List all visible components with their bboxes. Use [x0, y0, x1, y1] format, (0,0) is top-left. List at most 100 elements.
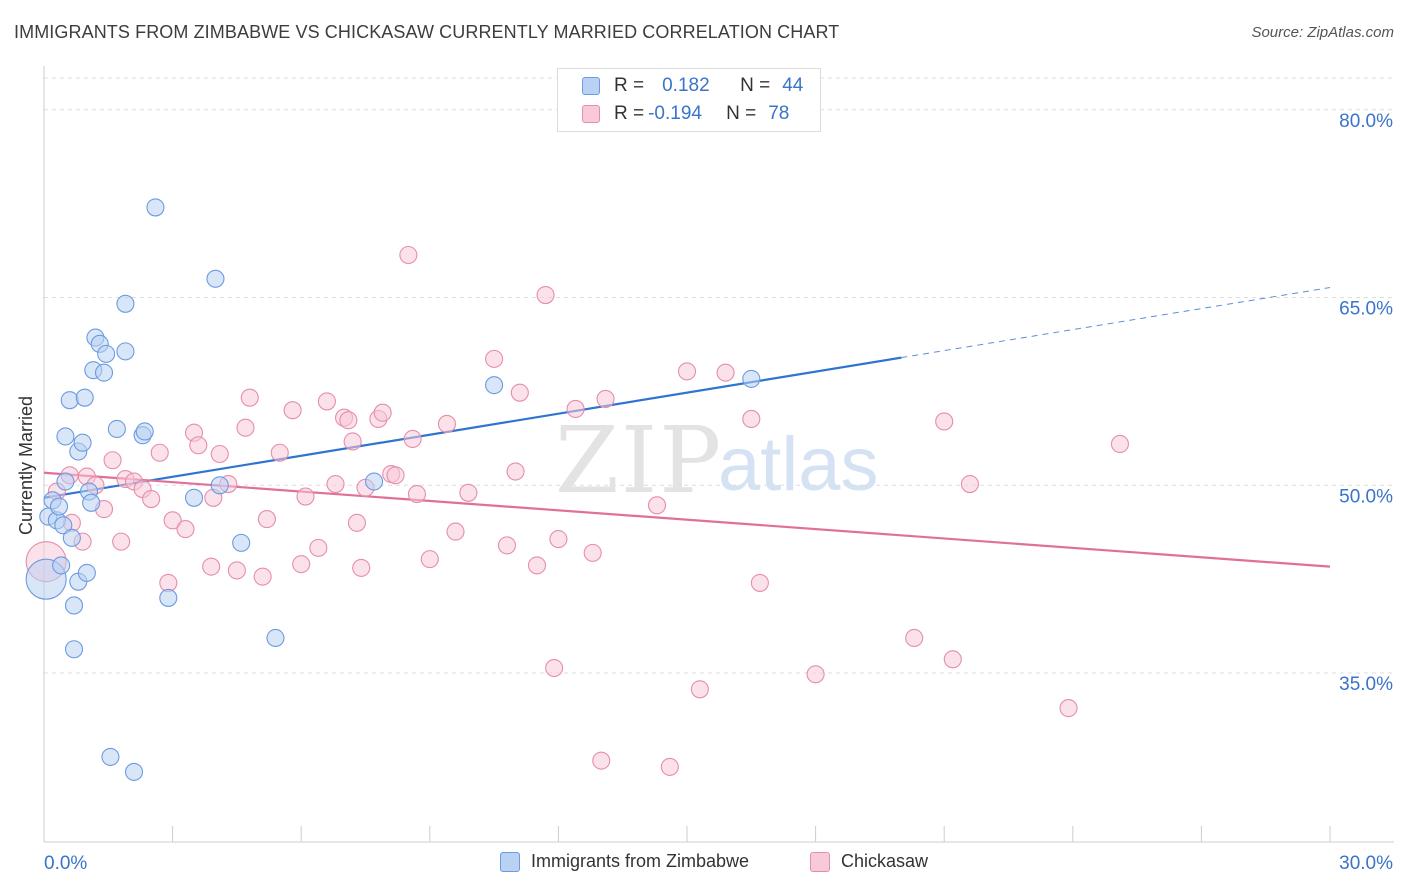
point-chickasaw [527, 556, 547, 575]
n-value: 44 [782, 75, 804, 96]
point-zimbabwe [210, 476, 229, 495]
point-zimbabwe [146, 198, 165, 217]
y-tick-label: 80.0% [1339, 111, 1393, 132]
point-chickasaw [296, 487, 315, 506]
swatch-zimbabwe [582, 77, 600, 95]
point-chickasaw [240, 388, 259, 407]
point-zimbabwe [62, 528, 81, 547]
point-zimbabwe [116, 342, 135, 361]
point-chickasaw [566, 399, 585, 418]
r-label: R = [614, 75, 645, 96]
point-chickasaw [690, 680, 709, 699]
point-chickasaw [343, 432, 362, 451]
point-chickasaw [1059, 699, 1078, 718]
legend-row-zimbabwe: R = 0.182 N = 44 [582, 74, 803, 98]
point-zimbabwe [56, 427, 75, 446]
point-chickasaw [647, 496, 667, 515]
point-chickasaw [227, 561, 246, 580]
r-label: R = [614, 103, 645, 124]
n-value: 78 [768, 103, 790, 124]
point-chickasaw [583, 543, 602, 562]
point-zimbabwe [52, 556, 71, 575]
point-chickasaw [485, 349, 504, 368]
r-value: 0.182 [662, 75, 710, 96]
swatch-chickasaw [582, 105, 600, 123]
point-zimbabwe [82, 493, 101, 512]
point-zimbabwe [485, 376, 504, 395]
point-zimbabwe [232, 533, 251, 552]
point-chickasaw [283, 401, 302, 420]
point-chickasaw [309, 538, 328, 557]
point-chickasaw [317, 392, 336, 411]
point-chickasaw [257, 510, 276, 529]
point-chickasaw [373, 403, 392, 422]
y-axis-label: Currently Married [16, 395, 36, 535]
point-chickasaw [352, 558, 371, 577]
point-zimbabwe [94, 363, 114, 382]
point-zimbabwe [49, 497, 69, 516]
point-chickasaw [386, 466, 405, 485]
point-chickasaw [270, 443, 289, 462]
point-zimbabwe [54, 516, 73, 535]
point-chickasaw [437, 414, 456, 434]
point-chickasaw [189, 436, 208, 455]
y-tick-label: 50.0% [1339, 486, 1393, 507]
point-chickasaw [347, 513, 366, 532]
point-chickasaw [506, 462, 525, 481]
swatch-zimbabwe [500, 851, 520, 872]
watermark: ZIP atlas [555, 407, 879, 514]
chart-title: IMMIGRANTS FROM ZIMBABWE VS CHICKASAW CU… [14, 22, 840, 42]
point-chickasaw [596, 389, 615, 408]
point-chickasaw [592, 751, 611, 770]
point-zimbabwe [97, 344, 116, 363]
point-zimbabwe [266, 628, 285, 648]
n-label: N = [740, 75, 771, 96]
point-chickasaw [536, 285, 555, 305]
legend-row-chickasaw: R = -0.194 N = 78 [582, 102, 789, 126]
tick-labels: 35.0% 50.0% 65.0% 80.0% 0.0% 30.0% [44, 111, 1393, 874]
point-zimbabwe [60, 391, 79, 410]
data-points [25, 198, 1130, 781]
point-zimbabwe [56, 472, 75, 491]
point-chickasaw [142, 490, 161, 509]
point-chickasaw [150, 443, 169, 462]
point-chickasaw [176, 520, 195, 539]
point-zimbabwe [101, 747, 120, 766]
point-chickasaw [339, 411, 358, 430]
point-zimbabwe [107, 419, 126, 439]
point-chickasaw [716, 363, 735, 382]
x-tick-label-max: 30.0% [1339, 853, 1393, 874]
point-chickasaw [446, 522, 465, 541]
point-chickasaw [103, 451, 122, 470]
point-zimbabwe [206, 269, 225, 288]
point-zimbabwe [64, 596, 84, 615]
point-zimbabwe [124, 762, 144, 781]
point-chickasaw [660, 757, 679, 776]
series-legend: Immigrants from Zimbabwe Chickasaw [0, 851, 1406, 877]
point-chickasaw [497, 536, 517, 555]
source-label: Source: ZipAtlas.com [1251, 24, 1394, 41]
point-chickasaw [326, 474, 345, 494]
point-chickasaw [549, 530, 568, 549]
point-chickasaw [905, 628, 924, 648]
point-chickasaw [159, 573, 178, 592]
point-chickasaw [403, 429, 422, 449]
axes [43, 66, 1394, 843]
point-zimbabwe [116, 294, 135, 313]
point-chickasaw [943, 650, 962, 669]
point-chickasaw [459, 483, 478, 502]
point-chickasaw [399, 245, 418, 265]
point-chickasaw [545, 658, 564, 678]
point-zimbabwe [135, 422, 154, 441]
y-tick-label: 35.0% [1339, 674, 1393, 695]
r-value: -0.194 [648, 103, 702, 124]
point-zimbabwe [64, 640, 84, 659]
point-zimbabwe [742, 369, 761, 388]
watermark-zip: ZIP [555, 407, 723, 514]
point-chickasaw [407, 485, 426, 504]
point-chickasaw [202, 557, 221, 576]
point-chickasaw [1110, 434, 1130, 454]
legend-label-chickasaw: Chickasaw [841, 851, 929, 871]
legend-item-chickasaw: Chickasaw [810, 851, 928, 872]
